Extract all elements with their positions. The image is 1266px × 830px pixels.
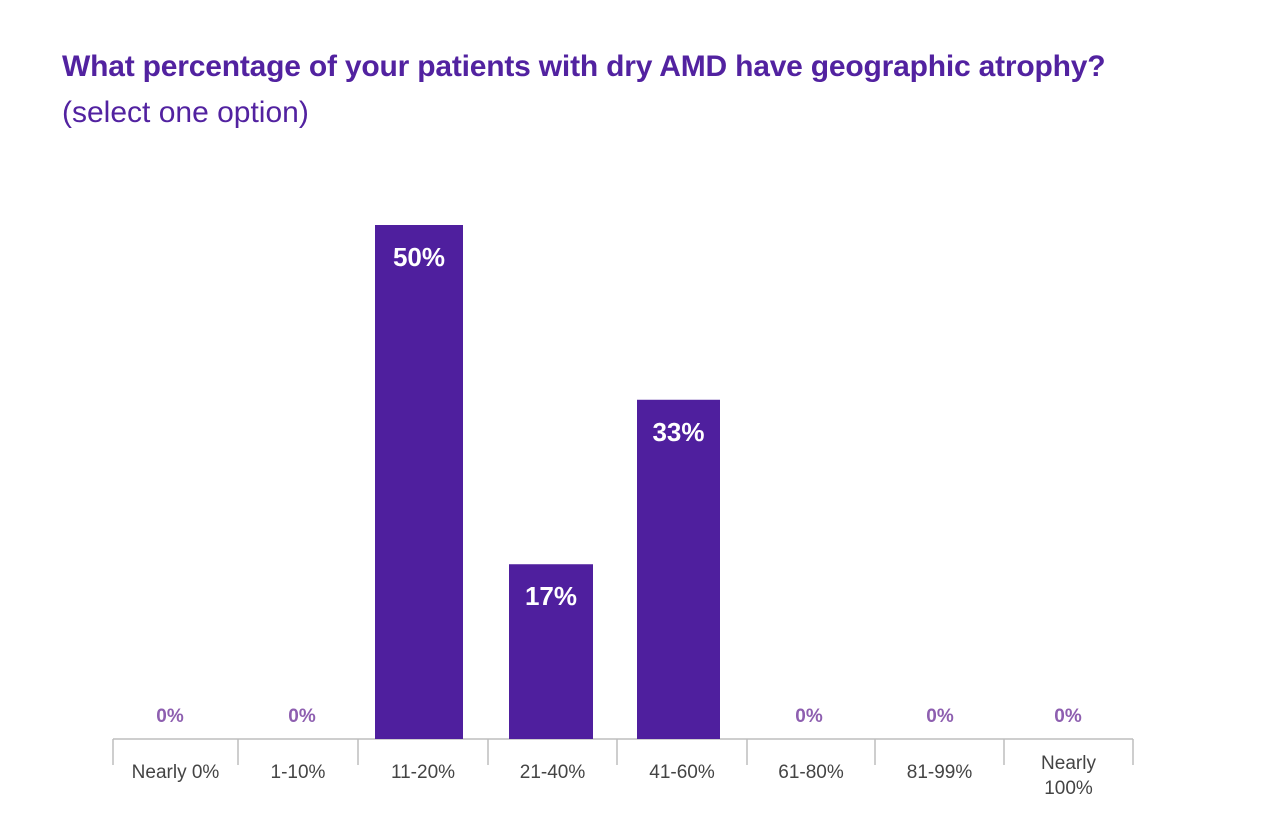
chart-subtitle: (select one option): [62, 96, 309, 129]
data-label: 50%: [393, 242, 445, 272]
category-label: Nearly 0%: [132, 762, 220, 783]
data-label: 0%: [1054, 706, 1082, 727]
category-label: 21-40%: [520, 762, 586, 783]
category-label: 1-10%: [271, 762, 326, 783]
category-label: 41-60%: [649, 762, 715, 783]
chart-title: What percentage of your patients with dr…: [62, 50, 1106, 83]
bar: [637, 399, 720, 739]
category-label: 11-20%: [391, 762, 455, 783]
data-label: 33%: [652, 417, 704, 447]
data-label: 17%: [525, 581, 577, 611]
category-label: 81-99%: [907, 762, 973, 783]
data-label: 0%: [156, 706, 184, 727]
data-label: 0%: [288, 706, 316, 727]
data-label: 0%: [926, 706, 954, 727]
category-label: Nearly 100%: [1041, 753, 1096, 799]
bar: [375, 225, 463, 739]
bar: [509, 564, 593, 739]
category-label: 61-80%: [778, 762, 844, 783]
data-label: 0%: [795, 706, 823, 727]
